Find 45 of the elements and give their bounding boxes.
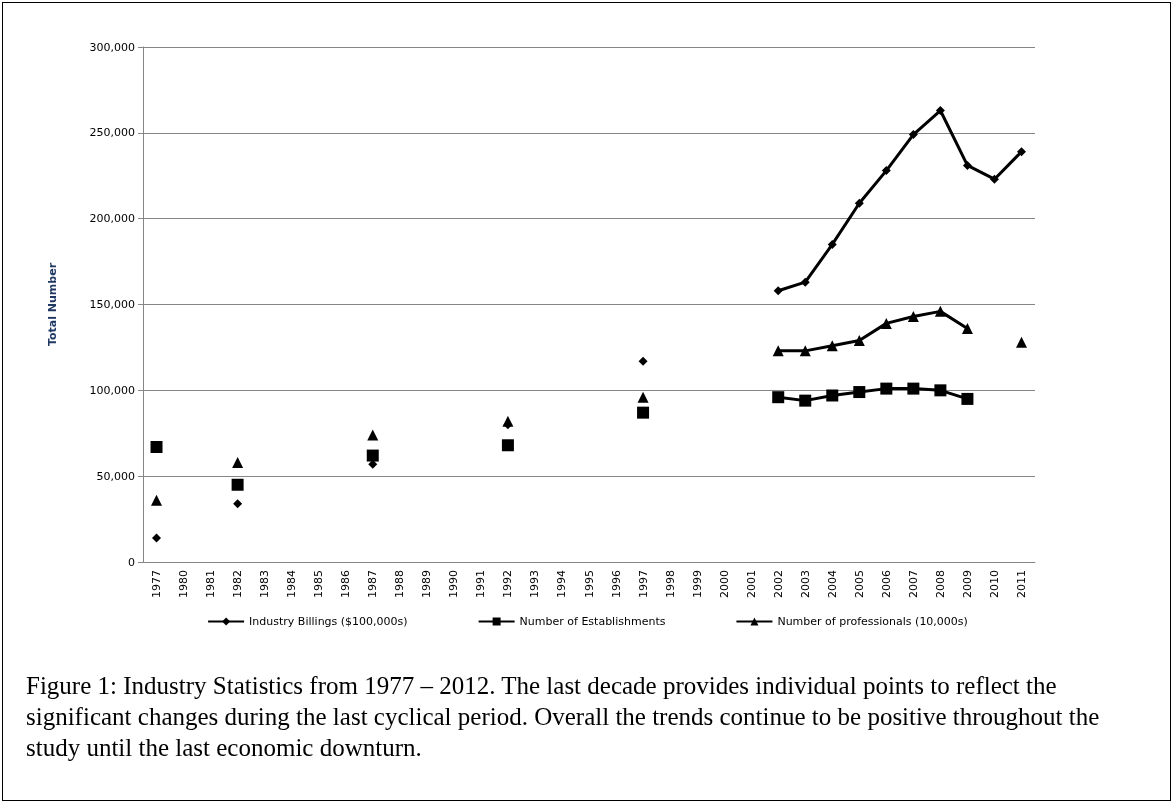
x-tick-label: 2009 xyxy=(960,570,974,598)
caption: Figure 1: Industry Statistics from 1977 – 2012. The last decade provides individual points to reflect the significant changes during the last cyclical period. Overall the trends continue to be positive throughout the study until the last economic downturn. xyxy=(26,671,1101,763)
x-tick-label: 2010 xyxy=(987,570,1001,598)
y-tick-label: 200,000 xyxy=(89,212,135,226)
x-tick-label: 2006 xyxy=(879,570,893,598)
x-tick-label: 2001 xyxy=(744,570,758,598)
y-axis-title: Total Number xyxy=(46,262,59,347)
legend-label: Number of Establishments xyxy=(519,615,666,628)
x-tick-label: 1981 xyxy=(204,570,218,598)
x-tick-label: 2007 xyxy=(906,570,920,598)
y-tick-label: 300,000 xyxy=(89,40,135,54)
x-tick-label: 1980 xyxy=(177,570,191,598)
x-tick-label: 1997 xyxy=(636,570,650,598)
x-tick-label: 1989 xyxy=(420,570,434,598)
y-tick-label: 50,000 xyxy=(96,469,135,483)
x-tick-label: 1977 xyxy=(150,570,164,598)
x-tick-label: 2005 xyxy=(852,570,866,598)
x-tick-label: 2003 xyxy=(798,570,812,598)
y-tick-label: 150,000 xyxy=(89,298,135,311)
x-tick-label: 1998 xyxy=(663,570,677,598)
x-tick-label: 1990 xyxy=(447,570,461,598)
x-tick-label: 2002 xyxy=(771,570,785,598)
legend-label: Industry Billings ($100,000s) xyxy=(249,615,408,628)
x-tick-label: 2011 xyxy=(1014,570,1028,598)
legend-label: Number of professionals (10,000s) xyxy=(777,615,968,628)
x-tick-label: 1992 xyxy=(501,570,515,598)
y-tick-label: 0 xyxy=(128,555,135,569)
x-tick-label: 1985 xyxy=(312,570,326,598)
x-tick-label: 1991 xyxy=(474,570,488,598)
x-tick-label: 1994 xyxy=(555,570,569,598)
x-tick-label: 1999 xyxy=(690,570,704,598)
x-tick-label: 1995 xyxy=(582,570,596,598)
y-tick-label: 250,000 xyxy=(89,126,135,140)
x-tick-label: 1986 xyxy=(339,570,353,598)
x-tick-label: 1988 xyxy=(393,570,407,598)
x-tick-label: 1987 xyxy=(366,570,380,598)
y-tick-label: 100,000 xyxy=(89,383,135,397)
x-tick-label: 1983 xyxy=(258,570,272,598)
x-tick-label: 1984 xyxy=(285,570,299,598)
x-tick-label: 1993 xyxy=(528,570,542,598)
x-tick-label: 1996 xyxy=(609,570,623,598)
x-tick-label: 2004 xyxy=(825,570,839,598)
x-tick-label: 2000 xyxy=(717,570,731,598)
x-tick-label: 1982 xyxy=(231,570,245,598)
x-tick-label: 2008 xyxy=(933,570,947,598)
